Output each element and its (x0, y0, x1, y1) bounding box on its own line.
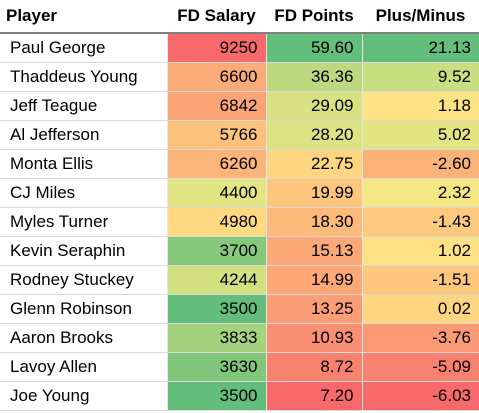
table-row: CJ Miles 4400 19.99 2.32 (0, 178, 479, 208)
fd-salary-cell: 9250 (166, 33, 266, 63)
player-name-cell: Jeff Teague (0, 91, 167, 121)
plus-minus-cell: 2.32 (361, 178, 479, 208)
fd-points-cell: 8.72 (265, 352, 362, 382)
plus-minus-cell: 21.13 (361, 33, 479, 63)
header-plus-minus: Plus/Minus (362, 0, 479, 34)
table-row: Thaddeus Young 6600 36.36 9.52 (0, 62, 479, 92)
table-row: Aaron Brooks 3833 10.93 -3.76 (0, 323, 479, 353)
fd-salary-cell: 6260 (166, 149, 266, 179)
fd-salary-cell: 5766 (166, 120, 266, 150)
plus-minus-cell: -6.03 (361, 381, 479, 411)
fd-salary-cell: 3630 (166, 352, 266, 382)
plus-minus-cell: 1.18 (361, 91, 479, 121)
table-row: Joe Young 3500 7.20 -6.03 (0, 381, 479, 411)
player-name-cell: Rodney Stuckey (0, 265, 167, 295)
fd-points-cell: 10.93 (265, 323, 362, 353)
player-name-cell: Joe Young (0, 381, 167, 411)
fd-salary-cell: 6600 (166, 62, 266, 92)
fd-salary-cell: 4400 (166, 178, 266, 208)
table-row: Kevin Seraphin 3700 15.13 1.02 (0, 236, 479, 266)
table-row: Glenn Robinson 3500 13.25 0.02 (0, 294, 479, 324)
player-name-cell: Glenn Robinson (0, 294, 167, 324)
table-row: Jeff Teague 6842 29.09 1.18 (0, 91, 479, 121)
plus-minus-cell: -3.76 (361, 323, 479, 353)
fd-points-cell: 29.09 (265, 91, 362, 121)
fd-points-cell: 14.99 (265, 265, 362, 295)
fd-salary-cell: 3500 (166, 294, 266, 324)
table-row: Al Jefferson 5766 28.20 5.02 (0, 120, 479, 150)
fd-points-cell: 28.20 (265, 120, 362, 150)
player-name-cell: Thaddeus Young (0, 62, 167, 92)
plus-minus-cell: -1.51 (361, 265, 479, 295)
fd-salary-cell: 4980 (166, 207, 266, 237)
header-player: Player (0, 0, 167, 34)
fd-points-cell: 19.99 (265, 178, 362, 208)
fd-salary-cell: 6842 (166, 91, 266, 121)
header-fd-salary: FD Salary (167, 0, 266, 34)
player-name-cell: Kevin Seraphin (0, 236, 167, 266)
table-row: Lavoy Allen 3630 8.72 -5.09 (0, 352, 479, 382)
header-row: Player FD Salary FD Points Plus/Minus (0, 0, 479, 34)
fd-points-cell: 18.30 (265, 207, 362, 237)
plus-minus-cell: -2.60 (361, 149, 479, 179)
fd-salary-cell: 4244 (166, 265, 266, 295)
player-name-cell: Al Jefferson (0, 120, 167, 150)
fd-salary-cell: 3500 (166, 381, 266, 411)
plus-minus-cell: 9.52 (361, 62, 479, 92)
fd-points-cell: 15.13 (265, 236, 362, 266)
plus-minus-cell: 1.02 (361, 236, 479, 266)
table-row: Myles Turner 4980 18.30 -1.43 (0, 207, 479, 237)
fd-points-cell: 36.36 (265, 62, 362, 92)
player-name-cell: Paul George (0, 33, 167, 63)
table-row: Monta Ellis 6260 22.75 -2.60 (0, 149, 479, 179)
fd-points-cell: 7.20 (265, 381, 362, 411)
table-row: Paul George 9250 59.60 21.13 (0, 33, 479, 63)
plus-minus-cell: -5.09 (361, 352, 479, 382)
player-name-cell: Lavoy Allen (0, 352, 167, 382)
fd-points-cell: 59.60 (265, 33, 362, 63)
fd-salary-cell: 3833 (166, 323, 266, 353)
player-name-cell: CJ Miles (0, 178, 167, 208)
table-row: Rodney Stuckey 4244 14.99 -1.51 (0, 265, 479, 295)
player-name-cell: Myles Turner (0, 207, 167, 237)
plus-minus-cell: -1.43 (361, 207, 479, 237)
fd-points-cell: 13.25 (265, 294, 362, 324)
header-fd-points: FD Points (266, 0, 362, 34)
plus-minus-cell: 5.02 (361, 120, 479, 150)
plus-minus-cell: 0.02 (361, 294, 479, 324)
player-name-cell: Aaron Brooks (0, 323, 167, 353)
fd-salary-cell: 3700 (166, 236, 266, 266)
player-name-cell: Monta Ellis (0, 149, 167, 179)
fd-points-cell: 22.75 (265, 149, 362, 179)
